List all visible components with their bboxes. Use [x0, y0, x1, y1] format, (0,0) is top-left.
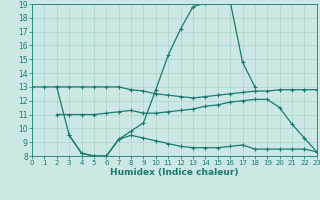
X-axis label: Humidex (Indice chaleur): Humidex (Indice chaleur)	[110, 168, 239, 177]
